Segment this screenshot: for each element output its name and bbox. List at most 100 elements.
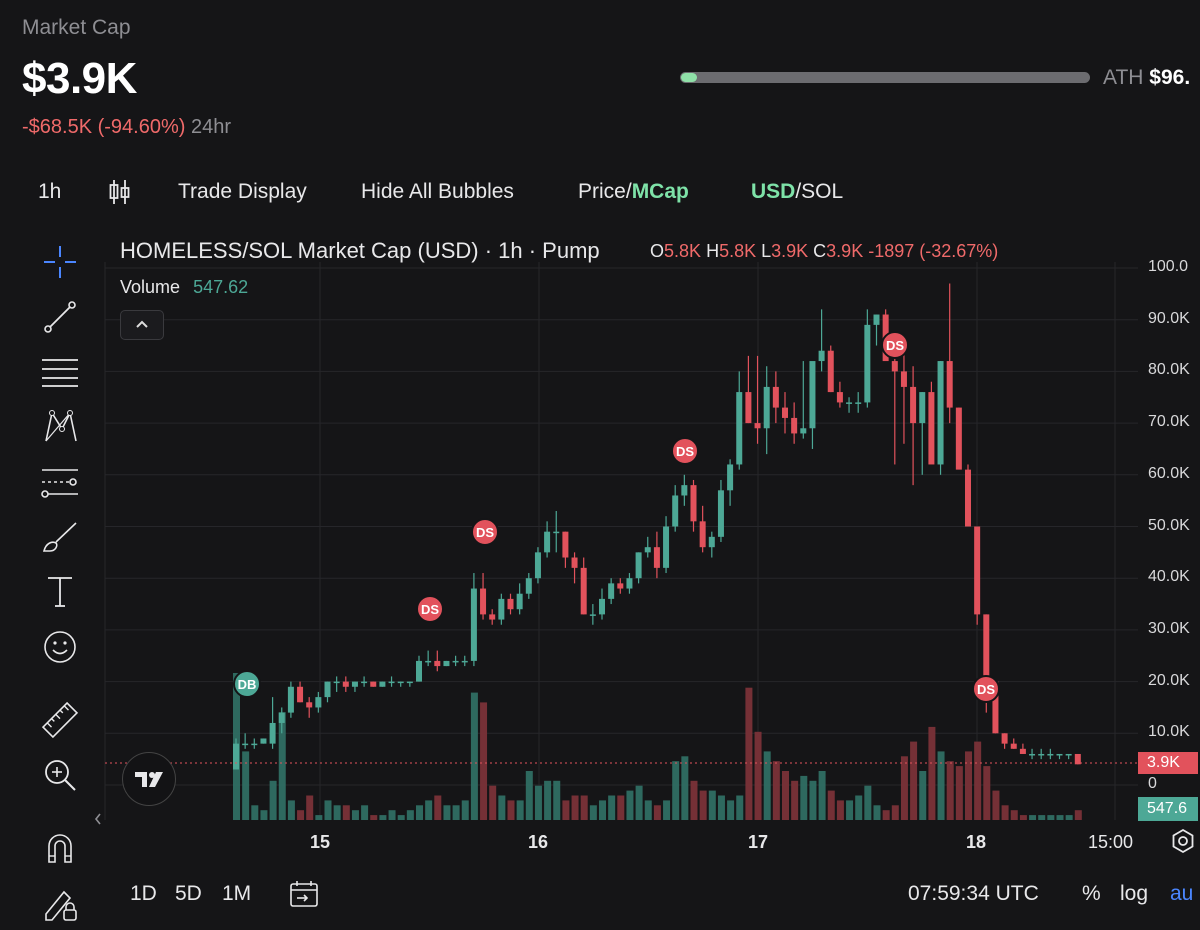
ohlc-readout: O5.8K H5.8K L3.9K C3.9K -1897 (-32.67%) xyxy=(650,241,998,262)
candles-icon[interactable] xyxy=(108,178,132,206)
candle-body xyxy=(525,578,532,594)
interval-selector[interactable]: 1h xyxy=(38,180,62,203)
fib-lines-icon[interactable] xyxy=(40,352,80,392)
bubble-label: DS xyxy=(886,338,904,353)
percent-scale-button[interactable]: % xyxy=(1082,882,1101,905)
trend-line-icon[interactable] xyxy=(40,297,80,337)
candle-body xyxy=(351,681,358,687)
volume-bar xyxy=(599,800,606,820)
candle-body xyxy=(791,417,798,434)
emoji-icon[interactable] xyxy=(40,627,80,667)
tradingview-logo-icon[interactable] xyxy=(122,752,176,806)
volume-bar xyxy=(708,790,716,820)
volume-bar xyxy=(297,810,305,820)
hide-bubbles-button[interactable]: Hide All Bubbles xyxy=(361,180,514,203)
range-5d-button[interactable]: 5D xyxy=(175,882,202,905)
utc-clock[interactable]: 07:59:34 UTC xyxy=(908,882,1039,905)
candle-body xyxy=(278,712,285,723)
candle-body xyxy=(891,361,898,372)
price-chart[interactable]: DB DS DS DS DS DS xyxy=(0,230,1200,930)
candle-body xyxy=(782,407,788,418)
text-tool-icon[interactable] xyxy=(40,572,80,612)
bubble-ds: DS xyxy=(471,518,499,546)
candle-body xyxy=(681,485,688,496)
volume-bar xyxy=(306,795,314,820)
magnet-icon[interactable] xyxy=(40,828,80,868)
range-1m-button[interactable]: 1M xyxy=(222,882,252,905)
candle-body xyxy=(379,681,386,687)
candle-body xyxy=(965,469,971,527)
pattern-icon[interactable] xyxy=(40,407,80,447)
low-label: L xyxy=(761,241,772,261)
price-mcap-toggle[interactable]: Price/MCap xyxy=(578,180,689,204)
high-value: 5.8K xyxy=(719,241,757,261)
bubble-ds: DS xyxy=(671,437,699,465)
chevron-up-icon xyxy=(136,320,148,328)
range-1d-button[interactable]: 1D xyxy=(130,882,157,905)
bubble-ds: DS xyxy=(972,675,1000,703)
candle-body xyxy=(919,392,926,424)
candle-body xyxy=(370,681,377,687)
volume-bar xyxy=(525,771,533,820)
volume-bar xyxy=(443,805,451,820)
mcap-option: MCap xyxy=(631,180,689,203)
candle-body xyxy=(910,386,917,424)
trade-display-button[interactable]: Trade Display xyxy=(178,180,307,203)
lock-drawing-icon[interactable] xyxy=(40,884,80,924)
volume-bar xyxy=(562,800,570,820)
chart-grid xyxy=(104,262,1138,820)
candle-body xyxy=(663,526,670,568)
volume-bar xyxy=(827,790,835,820)
candle-body xyxy=(388,681,395,684)
candle-body xyxy=(626,578,633,589)
market-cap-value: $3.9K xyxy=(22,54,137,103)
volume-bar xyxy=(699,790,707,820)
crosshair-icon[interactable] xyxy=(40,242,80,282)
candle-body xyxy=(717,490,724,537)
volume-bar xyxy=(1010,810,1018,820)
candle-body xyxy=(489,614,496,620)
candle-body xyxy=(727,464,734,491)
ath-progress-bar xyxy=(680,72,1090,83)
candle-body xyxy=(644,547,651,553)
bubble-circle xyxy=(233,670,261,698)
volume-bar xyxy=(589,805,597,820)
volume-bar xyxy=(608,795,616,820)
candle-body xyxy=(507,598,514,610)
y-tick-label: 90.0K xyxy=(1148,309,1190,327)
settings-gear-icon[interactable] xyxy=(1170,828,1196,854)
high-label: H xyxy=(706,241,720,261)
x-tick-label: 18 xyxy=(966,832,987,852)
bubble-db: DB xyxy=(233,670,261,698)
auto-scale-button[interactable]: au xyxy=(1170,882,1194,905)
bubble-circle xyxy=(972,675,1000,703)
usd-sol-toggle[interactable]: USD/SOL xyxy=(751,180,843,204)
last-volume-tag: 547.6 xyxy=(1138,797,1198,821)
volume-bar xyxy=(974,741,982,820)
forecast-icon[interactable] xyxy=(40,462,80,502)
bubble-ds: DS xyxy=(416,595,444,623)
volume-bar xyxy=(782,771,789,820)
calendar-goto-icon[interactable] xyxy=(288,878,320,910)
volume-bar xyxy=(736,795,744,820)
volume-bar xyxy=(644,800,652,820)
volume-bar xyxy=(406,810,414,820)
change-period: 24hr xyxy=(190,116,232,138)
y-tick-label: 30.0K xyxy=(1148,619,1190,637)
volume-bar xyxy=(864,785,872,820)
volume-bar xyxy=(928,726,936,820)
bubble-label: DS xyxy=(476,525,494,540)
candle-body xyxy=(516,593,523,610)
bubble-ds: DS xyxy=(881,331,909,359)
collapse-legend-button[interactable] xyxy=(120,310,164,340)
ruler-icon[interactable] xyxy=(40,700,80,740)
candle-body xyxy=(534,552,541,579)
bubble-circle xyxy=(471,518,499,546)
volume-bar xyxy=(351,810,359,820)
candle-body xyxy=(992,681,999,734)
zoom-in-icon[interactable] xyxy=(40,755,80,795)
candle-body xyxy=(562,531,569,558)
log-scale-button[interactable]: log xyxy=(1120,882,1149,905)
chevron-left-icon[interactable] xyxy=(92,811,104,827)
brush-icon[interactable] xyxy=(40,517,80,557)
